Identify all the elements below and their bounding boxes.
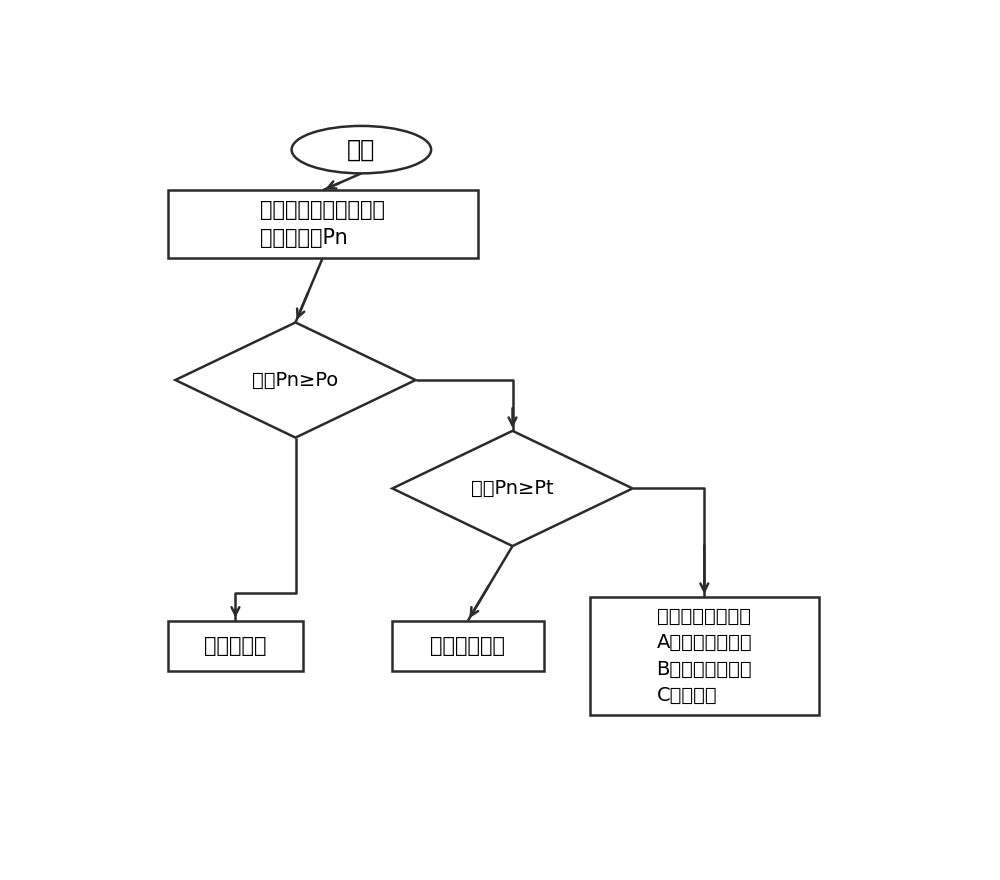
Text: 满功率输出: 满功率输出 <box>204 636 267 656</box>
Text: 控制电流分控单元
A、电流分控单元
B和电流分控单元
C交替输出: 控制电流分控单元 A、电流分控单元 B和电流分控单元 C交替输出 <box>656 607 752 706</box>
Text: 功率识别模块识别外部
需输出功率Pn: 功率识别模块识别外部 需输出功率Pn <box>260 200 385 248</box>
Text: 判断Pn≥Po: 判断Pn≥Po <box>252 370 339 390</box>
Text: 指定电流输出: 指定电流输出 <box>430 636 505 656</box>
Bar <box>168 190 478 258</box>
Text: 开始: 开始 <box>347 137 376 162</box>
Text: 判断Pn≥Pt: 判断Pn≥Pt <box>471 479 554 498</box>
Bar <box>590 597 819 715</box>
Bar <box>168 620 303 671</box>
Bar <box>392 620 544 671</box>
